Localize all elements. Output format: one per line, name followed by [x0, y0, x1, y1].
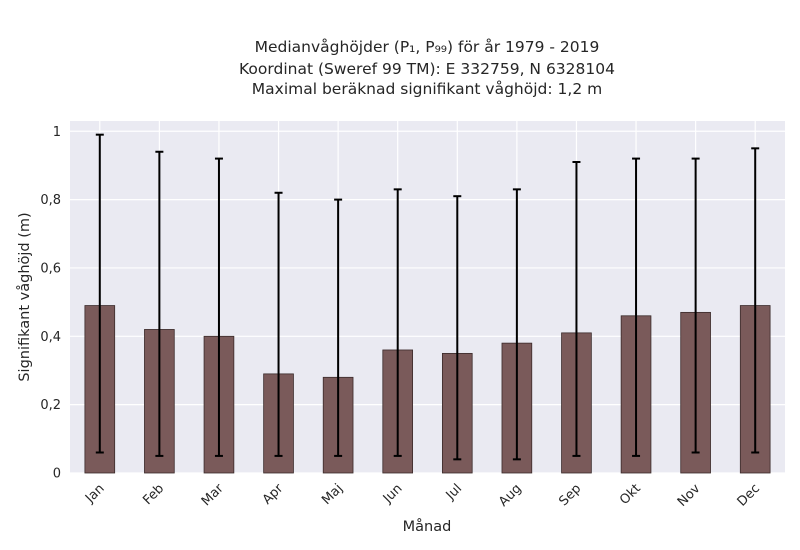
x-tick-label: Jan	[82, 481, 107, 506]
y-axis-label: Signifikant våghöjd (m)	[16, 212, 33, 381]
y-tick-label: 0,8	[40, 193, 61, 208]
errorbar-jan	[95, 133, 104, 454]
errorbar-layer	[95, 133, 760, 461]
errorbar-aug	[512, 188, 521, 461]
y-tick-label: 1	[53, 125, 61, 140]
errorbar-sep	[572, 161, 581, 457]
chart-title-line-2: Koordinat (Sweref 99 TM): E 332759, N 63…	[239, 60, 615, 78]
x-tick-label: Feb	[140, 481, 167, 508]
errorbar-okt	[632, 157, 641, 457]
x-tick-label: Maj	[319, 481, 346, 508]
chart-title-line-3: Maximal beräknad signifikant våghöjd: 1,…	[252, 80, 602, 98]
errorbar-dec	[751, 147, 760, 454]
y-tick-label: 0,6	[40, 261, 61, 276]
x-tick-label: Apr	[260, 481, 287, 508]
x-tick-labels: Jan Feb Mar Apr Maj Jun Jul Aug Sep Okt Nov Dec	[82, 481, 763, 510]
errorbar-feb	[155, 150, 164, 457]
x-tick-label: Dec	[735, 481, 763, 509]
errorbar-maj	[334, 198, 343, 457]
x-tick-label: Sep	[556, 481, 584, 509]
y-tick-label: 0,2	[40, 398, 61, 413]
x-tick-label: Aug	[496, 481, 525, 510]
x-axis-label: Månad	[403, 518, 452, 535]
chart-title-line-1: Medianvåghöjder (P₁, P₉₉) för år 1979 - …	[255, 38, 600, 56]
y-tick-labels: 0 0,2 0,4 0,6 0,8 1	[40, 125, 61, 482]
x-tick-label: Mar	[199, 481, 227, 509]
plot-area	[70, 121, 785, 473]
errorbar-jun	[393, 188, 402, 457]
errorbar-mar	[214, 157, 223, 457]
x-tick-label: Okt	[617, 481, 644, 508]
errorbar-jul	[453, 195, 462, 461]
y-tick-label: 0	[53, 467, 61, 482]
x-tick-label: Jun	[380, 481, 406, 507]
y-tick-label: 0,4	[40, 330, 61, 345]
x-tick-label: Nov	[675, 481, 704, 510]
x-tick-label: Jul	[443, 481, 465, 503]
errorbar-apr	[274, 191, 283, 457]
errorbar-nov	[691, 157, 700, 454]
